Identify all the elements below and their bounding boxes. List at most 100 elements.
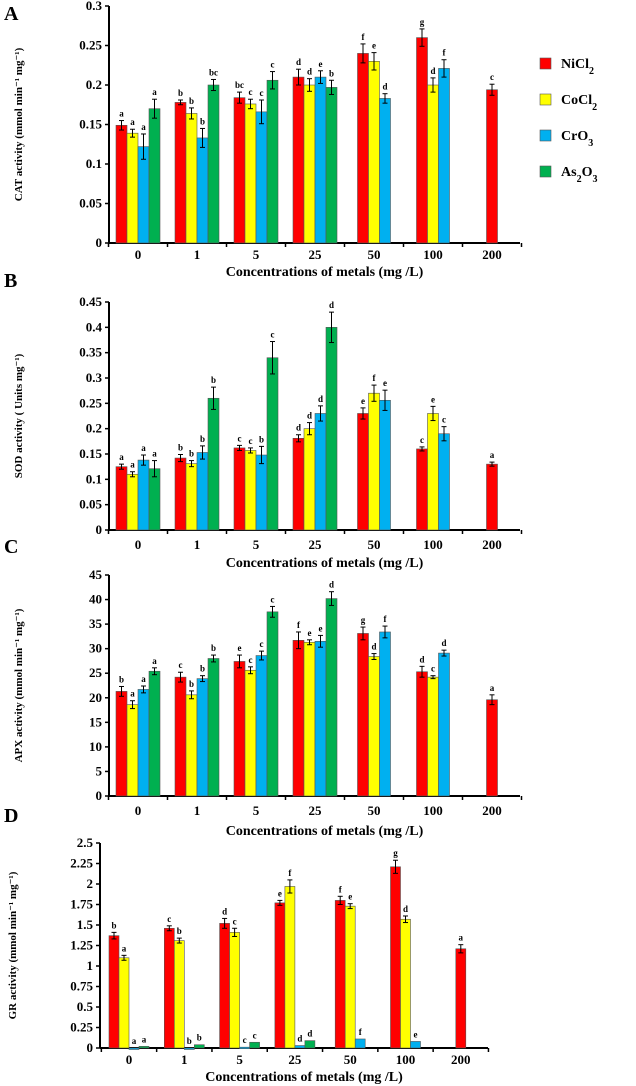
bar-CoCl2-25: [303, 84, 316, 244]
bar-CoCl2-5: [244, 103, 257, 244]
bar-CoCl2-0: [126, 132, 139, 244]
x-tick-label: 5: [253, 537, 260, 552]
significance-letter: e: [383, 378, 387, 388]
bar-CoCl2-1: [185, 113, 198, 244]
x-tick-label: 5: [253, 803, 260, 818]
bar-CrO3-100: [410, 1041, 421, 1049]
bar-As2O3-0: [148, 468, 161, 531]
x-tick-label: 25: [288, 1052, 302, 1067]
significance-letter: f: [288, 868, 292, 878]
y-tick-label: 0.4: [86, 319, 103, 334]
x-axis-title: Concentrations of metals (mg /L): [226, 556, 424, 571]
bar-CrO3-25: [294, 1045, 306, 1049]
bar-CrO3-50: [354, 1038, 366, 1049]
significance-letter: d: [419, 654, 424, 664]
significance-letter: d: [296, 423, 301, 433]
bar-NiCl2-5: [219, 923, 230, 1049]
x-tick-label: 200: [451, 1052, 471, 1067]
bar-CoCl2-100: [427, 84, 439, 244]
bar-NiCl2-100: [390, 866, 401, 1049]
x-tick-label: 100: [423, 247, 443, 262]
bar-CoCl2-1: [185, 463, 198, 531]
significance-letter: c: [431, 664, 435, 674]
significance-letter: e: [431, 394, 435, 404]
y-tick-label: 0.35: [79, 345, 102, 360]
bar-NiCl2-0: [108, 935, 120, 1049]
significance-letter: d: [329, 300, 334, 310]
significance-letter: a: [152, 87, 157, 97]
y-tick-label: 2.25: [70, 856, 93, 871]
bar-CrO3-25: [314, 413, 327, 531]
x-tick-label: 5: [253, 247, 260, 262]
bar-As2O3-25: [304, 1040, 316, 1049]
y-tick-label: 10: [89, 739, 102, 754]
y-tick-label: 0: [96, 522, 103, 537]
y-tick-label: 0.1: [86, 156, 102, 171]
bar-CoCl2-5: [229, 932, 240, 1049]
x-tick-label: 1: [194, 537, 201, 552]
significance-letter: c: [260, 88, 264, 98]
panel-letter: B: [4, 270, 17, 292]
bar-NiCl2-1: [174, 102, 187, 244]
bar-CoCl2-100: [427, 413, 439, 531]
bar-CoCl2-0: [118, 957, 130, 1049]
x-tick-label: 100: [423, 803, 443, 818]
bar-NiCl2-50: [357, 633, 369, 797]
panel-B: B 0 0.05 0.1 0.15 0.2 0.25 0.3 0.35 0.4 0.45 0 1 5 25 5…: [4, 270, 523, 571]
legend-item: CrO3: [539, 129, 593, 149]
bar-CoCl2-0: [126, 704, 139, 797]
legend-label: CrO3: [561, 129, 593, 149]
bar-As2O3-0: [148, 670, 161, 797]
y-tick-label: 2: [87, 876, 94, 891]
y-tick-label: 0: [96, 235, 103, 250]
significance-letter: f: [443, 48, 447, 58]
significance-letter: d: [371, 642, 376, 652]
bar-CrO3-0: [128, 1047, 140, 1050]
significance-letter: b: [178, 88, 183, 98]
significance-letter: c: [420, 435, 424, 445]
significance-letter: g: [393, 848, 398, 858]
significance-letter: d: [329, 580, 334, 590]
bar-NiCl2-200: [486, 699, 498, 797]
bar-As2O3-1: [194, 1044, 205, 1049]
bar-CoCl2-25: [303, 428, 316, 531]
significance-letter: b: [177, 926, 182, 936]
significance-letter: b: [200, 116, 205, 126]
y-tick-label: 0.25: [70, 1020, 93, 1035]
bar-CrO3-25: [314, 76, 327, 244]
significance-letter: d: [318, 394, 323, 404]
bar-CrO3-25: [314, 640, 327, 797]
x-tick-label: 50: [368, 537, 381, 552]
bar-CrO3-1: [196, 137, 209, 244]
y-tick-label: 0.3: [86, 370, 103, 385]
x-tick-label: 1: [194, 803, 201, 818]
y-axis-title: APX activity (mmol min⁻¹ mg⁻¹): [13, 608, 25, 762]
y-tick-label: 0.15: [79, 446, 102, 461]
x-tick-label: 200: [482, 247, 502, 262]
significance-letter: c: [249, 87, 253, 97]
bar-CrO3-100: [438, 68, 450, 244]
significance-letter: c: [442, 415, 446, 425]
bar-As2O3-1: [207, 84, 220, 244]
significance-letter: c: [179, 660, 183, 670]
significance-letter: c: [243, 1035, 247, 1045]
y-tick-label: 0.05: [79, 497, 102, 512]
significance-letter: e: [308, 628, 312, 638]
significance-letter: b: [189, 679, 194, 689]
significance-letter: d: [222, 906, 227, 916]
x-tick-label: 100: [396, 1052, 416, 1067]
significance-letter: e: [372, 41, 376, 51]
bar-CoCl2-50: [368, 392, 380, 531]
x-tick-label: 0: [135, 247, 142, 262]
bar-CoCl2-1: [174, 940, 185, 1049]
significance-letter: c: [253, 1030, 257, 1040]
significance-letter: a: [142, 1034, 147, 1044]
significance-letter: f: [362, 32, 366, 42]
y-tick-label: 2.5: [77, 835, 94, 850]
bar-NiCl2-1: [174, 457, 187, 531]
y-tick-label: 0.1: [86, 471, 102, 486]
significance-letter: b: [111, 920, 116, 930]
x-tick-label: 200: [482, 537, 502, 552]
